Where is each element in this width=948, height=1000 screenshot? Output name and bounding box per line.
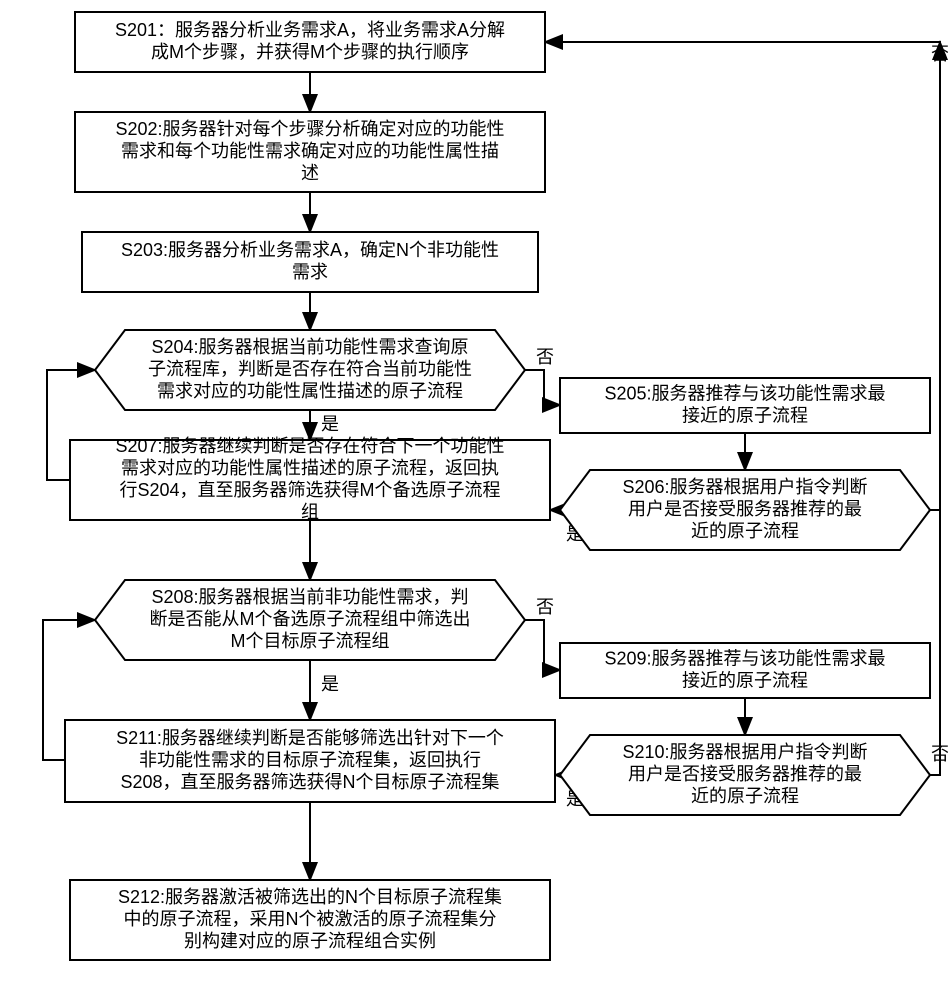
node-text: S204:服务器根据当前功能性需求查询原 bbox=[151, 337, 468, 357]
node-s210: S210:服务器根据用户指令判断用户是否接受服务器推荐的最近的原子流程 bbox=[560, 735, 930, 815]
edge-label: 否 bbox=[536, 597, 554, 617]
node-text: S210:服务器根据用户指令判断 bbox=[622, 742, 867, 762]
node-text: M个目标原子流程组 bbox=[231, 631, 390, 651]
node-s208: S208:服务器根据当前非功能性需求，判断是否能从M个备选原子流程组中筛选出M个… bbox=[95, 580, 525, 660]
node-s207: S207:服务器继续判断是否存在符合下一个功能性需求对应的功能性属性描述的原子流… bbox=[70, 436, 550, 522]
node-text: S202:服务器针对每个步骤分析确定对应的功能性 bbox=[115, 119, 504, 139]
node-text: S212:服务器激活被筛选出的N个目标原子流程集 bbox=[118, 887, 502, 907]
node-s211: S211:服务器继续判断是否能够筛选出针对下一个非功能性需求的目标原子流程集，返… bbox=[65, 720, 555, 802]
edge-s208-s209 bbox=[525, 620, 560, 670]
node-text: 需求对应的功能性属性描述的原子流程 bbox=[157, 381, 463, 401]
node-s203: S203:服务器分析业务需求A，确定N个非功能性需求 bbox=[82, 232, 538, 292]
node-text: 需求对应的功能性属性描述的原子流程，返回执 bbox=[121, 458, 499, 478]
edge-label: 否 bbox=[536, 347, 554, 367]
node-text: 子流程库，判断是否存在符合当前功能性 bbox=[148, 359, 472, 379]
edge-s210-s201 bbox=[930, 42, 940, 775]
edge-s206-s201 bbox=[545, 42, 940, 510]
edge-label: 否 bbox=[931, 744, 948, 764]
node-text: 断是否能从M个备选原子流程组中筛选出 bbox=[150, 609, 471, 629]
node-text: S207:服务器继续判断是否存在符合下一个功能性 bbox=[115, 436, 504, 456]
node-text: 接近的原子流程 bbox=[682, 405, 808, 425]
node-text: S205:服务器推荐与该功能性需求最 bbox=[604, 383, 885, 403]
node-text: 成M个步骤，并获得M个步骤的执行顺序 bbox=[151, 42, 469, 62]
node-text: 用户是否接受服务器推荐的最 bbox=[628, 764, 862, 784]
edge-s204-s205 bbox=[525, 370, 560, 405]
flowchart-canvas: 是否是否是否是否S201：服务器分析业务需求A，将业务需求A分解成M个步骤，并获… bbox=[0, 0, 948, 1000]
edge-label: 是 bbox=[321, 674, 339, 694]
node-text: 接近的原子流程 bbox=[682, 670, 808, 690]
node-text: 近的原子流程 bbox=[691, 786, 799, 806]
node-s204: S204:服务器根据当前功能性需求查询原子流程库，判断是否存在符合当前功能性需求… bbox=[95, 330, 525, 410]
node-text: S201：服务器分析业务需求A，将业务需求A分解 bbox=[115, 20, 505, 40]
node-s209: S209:服务器推荐与该功能性需求最接近的原子流程 bbox=[560, 643, 930, 698]
node-text: 需求和每个功能性需求确定对应的功能性属性描 bbox=[121, 141, 499, 161]
node-text: 行S204，直至服务器筛选获得M个备选原子流程 bbox=[119, 480, 500, 500]
node-text: 近的原子流程 bbox=[691, 521, 799, 541]
node-s206: S206:服务器根据用户指令判断用户是否接受服务器推荐的最近的原子流程 bbox=[560, 470, 930, 550]
node-text: 述 bbox=[301, 163, 319, 183]
node-text: 非功能性需求的目标原子流程集，返回执行 bbox=[139, 750, 481, 770]
node-s201: S201：服务器分析业务需求A，将业务需求A分解成M个步骤，并获得M个步骤的执行… bbox=[75, 12, 545, 72]
node-text: S211:服务器继续判断是否能够筛选出针对下一个 bbox=[116, 728, 504, 748]
node-text: 组 bbox=[301, 502, 319, 522]
node-text: 用户是否接受服务器推荐的最 bbox=[628, 499, 862, 519]
node-s205: S205:服务器推荐与该功能性需求最接近的原子流程 bbox=[560, 378, 930, 433]
node-text: S208，直至服务器筛选获得N个目标原子流程集 bbox=[120, 772, 499, 792]
node-text: 需求 bbox=[292, 262, 328, 282]
node-s202: S202:服务器针对每个步骤分析确定对应的功能性需求和每个功能性需求确定对应的功… bbox=[75, 112, 545, 192]
node-text: 别构建对应的原子流程组合实例 bbox=[184, 931, 436, 951]
node-s212: S212:服务器激活被筛选出的N个目标原子流程集中的原子流程，采用N个被激活的原… bbox=[70, 880, 550, 960]
edge-label: 是 bbox=[321, 414, 339, 434]
node-text: S208:服务器根据当前非功能性需求，判 bbox=[151, 587, 468, 607]
node-text: S206:服务器根据用户指令判断 bbox=[622, 477, 867, 497]
node-text: S209:服务器推荐与该功能性需求最 bbox=[604, 648, 885, 668]
node-text: 中的原子流程，采用N个被激活的原子流程集分 bbox=[124, 909, 497, 929]
node-text: S203:服务器分析业务需求A，确定N个非功能性 bbox=[121, 240, 499, 260]
